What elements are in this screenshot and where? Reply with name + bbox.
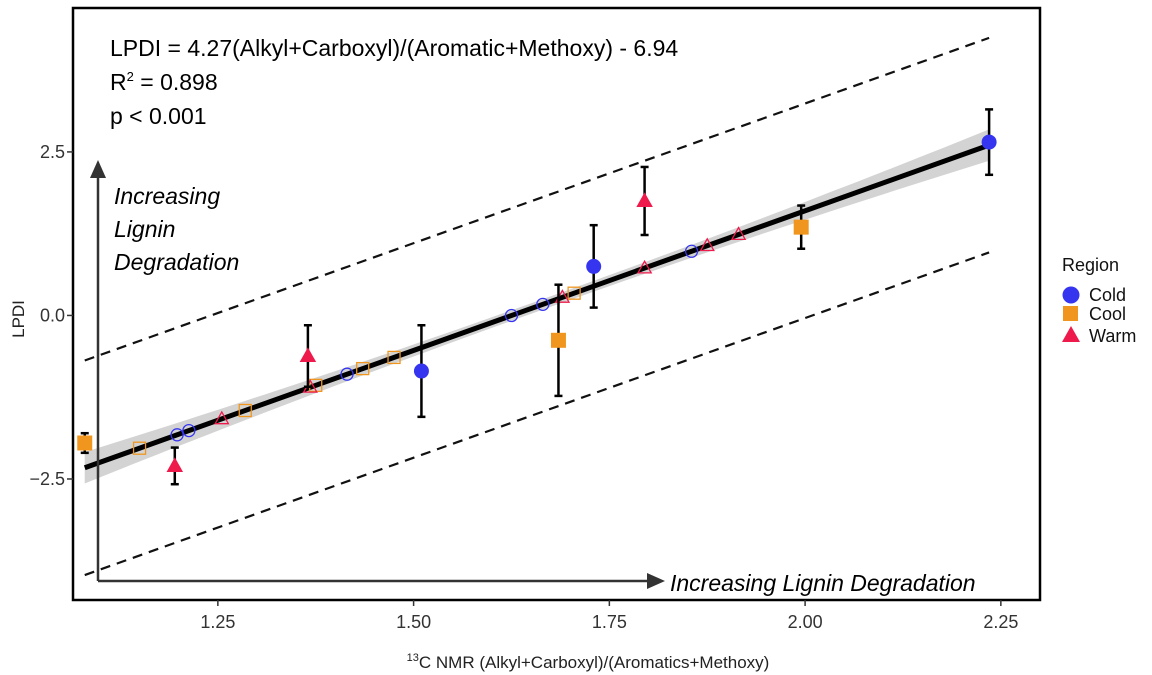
legend-title: Region [1062, 255, 1119, 275]
y-arrow-label-line-2: Lignin [114, 216, 175, 242]
y-tick-label-1: 0.0 [40, 305, 65, 325]
legend-warm-label: Warm [1089, 326, 1136, 346]
equation-annotation: LPDI = 4.27(Alkyl+Carboxyl)/(Aromatic+Me… [110, 35, 678, 61]
fitted-marker-cool-1 [238, 403, 252, 418]
fitted-marker-cold-1 [182, 423, 196, 438]
data-point-warm-2 [636, 192, 653, 208]
legend-cold-label: Cold [1089, 285, 1126, 305]
legend-cold-marker [1062, 286, 1080, 304]
fitted-marker-cold-4 [536, 297, 550, 312]
fitted-marker-cool-4 [387, 350, 401, 365]
legend-warm-marker [1062, 326, 1080, 342]
x-arrow-label: Increasing Lignin Degradation [670, 570, 976, 596]
r-squared-prefix: R [110, 69, 127, 95]
y-arrow-label-line-1: Increasing [114, 183, 220, 209]
y-direction-arrowhead [90, 160, 106, 178]
legend-cool-label: Cool [1089, 304, 1126, 324]
y-arrow-label-line-3: Degradation [114, 249, 239, 275]
y-arrow-label: Increasing Lignin Degradation [114, 183, 239, 275]
fitted-marker-cool-0 [132, 441, 147, 455]
fitted-marker-cool-5 [567, 286, 581, 300]
data-point-cool-0 [77, 435, 93, 451]
fitted-marker-cold-5 [684, 244, 699, 258]
plot-panel-border [71, 6, 1042, 602]
y-axis-title: LPDI [9, 300, 28, 338]
x-tick-label-2: 1.75 [592, 612, 627, 632]
fitted-marker-warm-4 [699, 237, 715, 252]
data-point-warm-1 [299, 347, 317, 363]
legend-cool-marker [1063, 306, 1078, 321]
prediction-interval-upper [84, 36, 990, 362]
x-axis-title: 13C NMR (Alkyl+Carboxyl)/(Aromatics+Meth… [407, 652, 770, 672]
data-point-warm-0 [166, 457, 184, 472]
r-squared-value: = 0.898 [134, 69, 218, 95]
fitted-marker-warm-5 [730, 226, 747, 241]
x-tick-label-1: 1.50 [396, 612, 431, 632]
x-tick-label-4: 2.25 [983, 612, 1018, 632]
legend: Region Cold Cool Warm [1062, 255, 1136, 346]
r-squared-superscript: 2 [127, 69, 134, 84]
data-point-cold-0 [413, 363, 429, 379]
y-tick-label-2: 2.5 [40, 142, 65, 162]
data-point-cool-2 [793, 219, 809, 235]
x-tick-label-3: 2.00 [788, 612, 823, 632]
fitted-marker-cold-2 [340, 367, 354, 381]
p-value-annotation: p < 0.001 [110, 103, 207, 129]
fitted-marker-warm-0 [214, 410, 230, 425]
x-axis-title-text: C NMR (Alkyl+Carboxyl)/(Aromatics+Methox… [419, 653, 769, 672]
data-point-cold-1 [586, 258, 602, 274]
data-point-cold-2 [981, 134, 997, 150]
x-direction-arrowhead [647, 573, 665, 589]
y-tick-label-0: −2.5 [29, 469, 65, 489]
fitted-marker-cool-3 [356, 361, 370, 376]
data-point-cool-1 [550, 332, 566, 348]
x-axis-title-superscript: 13 [407, 652, 419, 664]
fitted-marker-cold-0 [170, 428, 184, 442]
fitted-marker-warm-3 [636, 259, 653, 274]
prediction-interval-lower [84, 251, 990, 577]
r-squared-annotation: R2 = 0.898 [110, 69, 218, 95]
x-tick-label-0: 1.25 [200, 612, 235, 632]
fitted-marker-cold-3 [504, 308, 519, 323]
